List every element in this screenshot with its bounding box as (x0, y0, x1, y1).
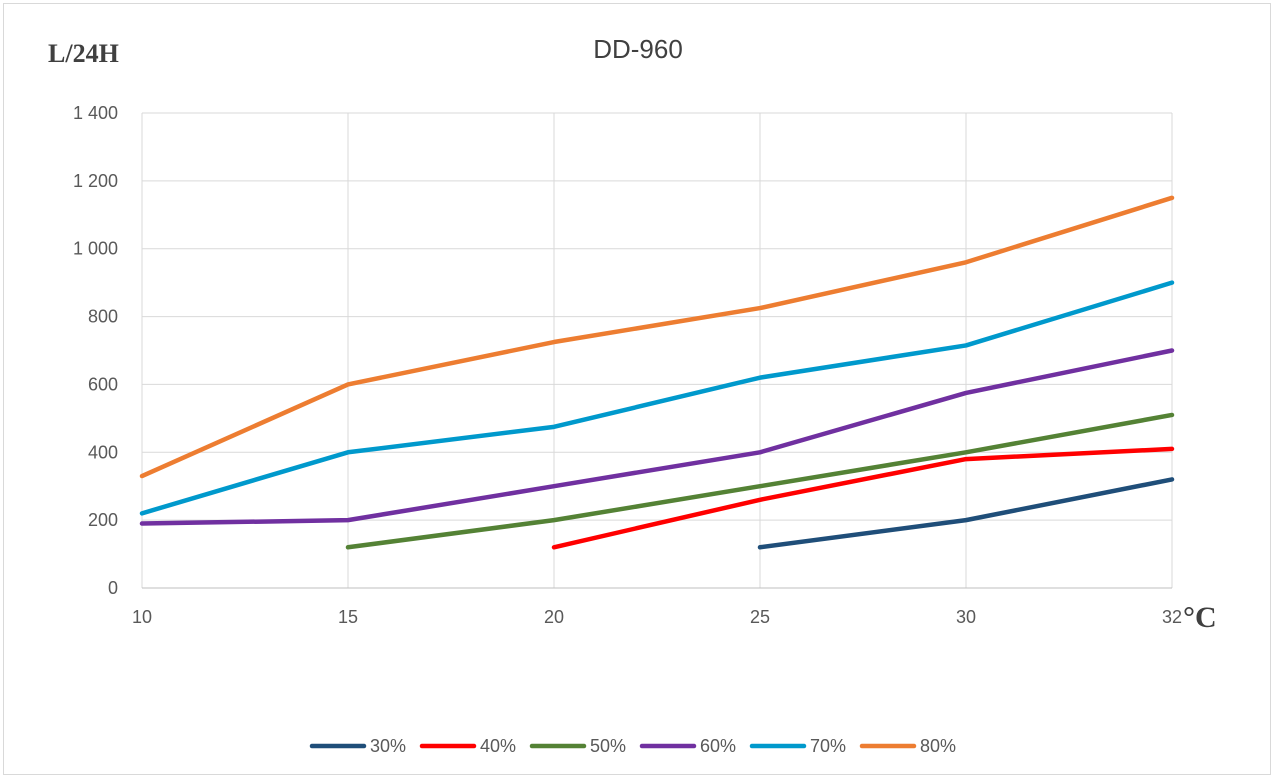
legend-item: 50% (529, 736, 626, 756)
x-tick-label: 25 (750, 607, 770, 627)
x-tick-label: 10 (132, 607, 152, 627)
x-tick-label: 15 (338, 607, 358, 627)
series-line-40pct (551, 446, 1175, 550)
series-line-30pct (757, 477, 1175, 550)
series-line-80pct (139, 195, 1175, 479)
y-tick-label: 600 (88, 374, 118, 394)
series-lines (139, 195, 1175, 550)
y-tick-label: 0 (108, 578, 118, 598)
legend-label: 70% (810, 736, 846, 756)
legend-item: 40% (419, 736, 516, 756)
axes: 0 200 400 600 800 1 000 1 200 1 400 10 15 20 25 30 32 (73, 103, 1182, 627)
series-line-60pct (139, 348, 1175, 526)
x-tick-label: 30 (956, 607, 976, 627)
legend-label: 30% (370, 736, 406, 756)
y-axis-unit-label: L/24H (48, 39, 119, 68)
legend-item: 30% (309, 736, 406, 756)
legend-label: 40% (480, 736, 516, 756)
legend-item: 60% (639, 736, 736, 756)
y-tick-label: 1 200 (73, 171, 118, 191)
chart-frame (3, 3, 1271, 775)
series-line-50pct (345, 412, 1175, 550)
legend-label: 80% (920, 736, 956, 756)
legend: 30% 40% 50% 60% 70% 80% (309, 736, 956, 756)
legend-label: 50% (590, 736, 626, 756)
legend-item: 70% (749, 736, 846, 756)
y-tick-label: 1 000 (73, 239, 118, 259)
chart-title: DD-960 (593, 34, 683, 64)
y-tick-label: 1 400 (73, 103, 118, 123)
gridlines (141, 112, 1173, 588)
legend-label: 60% (700, 736, 736, 756)
y-tick-label: 800 (88, 307, 118, 327)
x-tick-label: 32 (1162, 607, 1182, 627)
y-tick-label: 200 (88, 510, 118, 530)
y-tick-label: 400 (88, 442, 118, 462)
legend-item: 80% (859, 736, 956, 756)
x-tick-label: 20 (544, 607, 564, 627)
x-axis-unit-label: °C (1183, 601, 1217, 634)
series-line-70pct (139, 280, 1175, 516)
